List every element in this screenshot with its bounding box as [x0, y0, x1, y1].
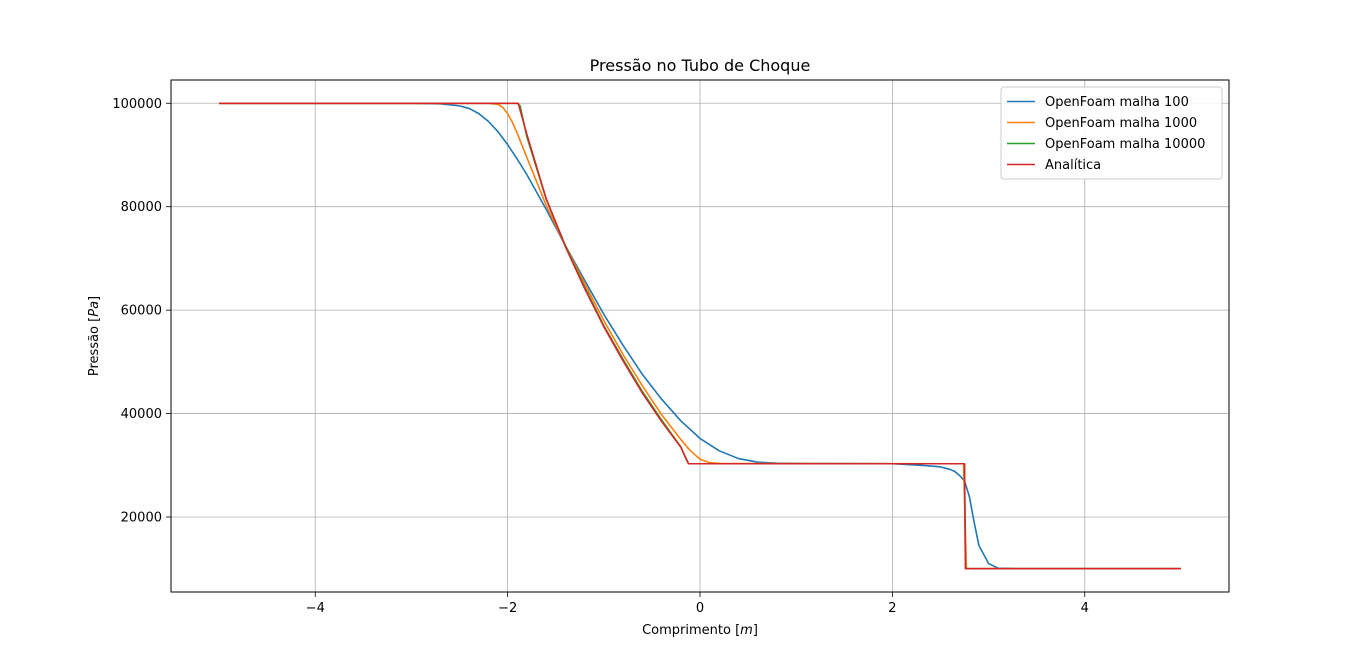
axis-ticks: −4 −2 0 2 4 20000 40000 60000 80000 100000 [112, 97, 1089, 616]
x-axis-label-close: ] [753, 623, 758, 638]
x-tick-label: 2 [888, 601, 896, 616]
legend-label: OpenFoam malha 100 [1045, 95, 1189, 110]
x-axis-label-open: [ [731, 623, 740, 638]
y-tick-label: 40000 [121, 407, 162, 422]
legend-label: Analítica [1045, 158, 1101, 173]
y-axis-label-close: ] [87, 296, 102, 301]
x-axis-label-text: Comprimento [642, 623, 731, 638]
y-tick-label: 60000 [121, 304, 162, 319]
x-tick-label: 4 [1081, 601, 1089, 616]
legend-label: OpenFoam malha 10000 [1045, 137, 1205, 152]
y-axis-unit: Pa [87, 301, 102, 317]
x-tick-label: −2 [498, 601, 517, 616]
series-line [219, 102, 1181, 570]
legend-label: OpenFoam malha 1000 [1045, 116, 1197, 131]
x-axis-label: Comprimento [m] [642, 623, 758, 638]
y-tick-label: 80000 [121, 200, 162, 215]
series-line [219, 102, 1181, 570]
legend: OpenFoam malha 100 OpenFoam malha 1000 Ope… [1000, 86, 1223, 180]
x-tick-label: 0 [696, 601, 704, 616]
y-axis-label-open: [ [87, 317, 102, 326]
y-tick-label: 100000 [112, 97, 162, 112]
y-axis-label-text: Pressão [87, 326, 102, 376]
series-lines [219, 102, 1181, 570]
x-tick-label: −4 [306, 601, 325, 616]
legend-box [1000, 86, 1223, 180]
x-axis-unit: m [740, 623, 753, 638]
chart-title: Pressão no Tubo de Choque [590, 56, 811, 75]
y-axis-label: Pressão [Pa] [87, 296, 102, 376]
y-tick-label: 20000 [121, 511, 162, 526]
